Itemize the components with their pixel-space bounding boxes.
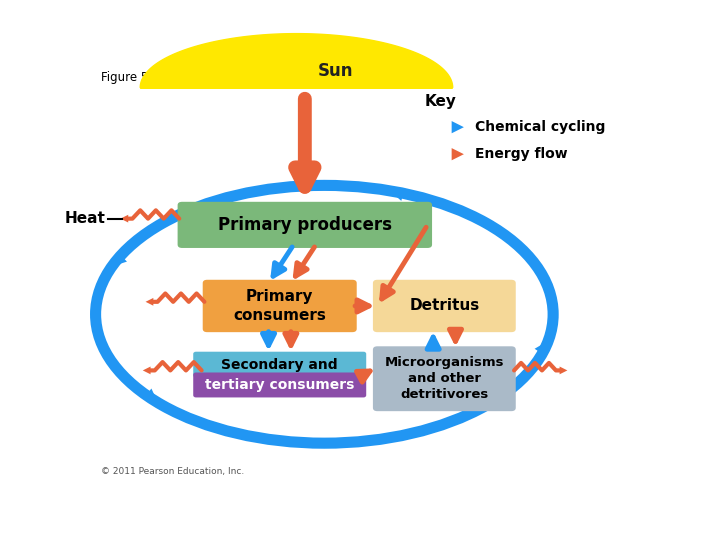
FancyBboxPatch shape xyxy=(193,352,366,377)
Polygon shape xyxy=(140,33,453,87)
Text: © 2011 Pearson Education, Inc.: © 2011 Pearson Education, Inc. xyxy=(101,468,244,476)
FancyBboxPatch shape xyxy=(193,373,366,397)
FancyBboxPatch shape xyxy=(373,346,516,411)
Text: Primary producers: Primary producers xyxy=(218,216,392,234)
Text: Detritus: Detritus xyxy=(409,299,480,313)
Text: tertiary consumers: tertiary consumers xyxy=(205,378,354,392)
Text: Primary
consumers: Primary consumers xyxy=(233,289,326,323)
Text: Secondary and: Secondary and xyxy=(222,357,338,372)
Text: Heat: Heat xyxy=(65,211,106,226)
Text: Chemical cycling: Chemical cycling xyxy=(475,120,606,134)
Text: Microorganisms
and other
detritivores: Microorganisms and other detritivores xyxy=(384,356,504,401)
FancyBboxPatch shape xyxy=(203,280,356,332)
FancyBboxPatch shape xyxy=(178,202,432,248)
Text: Figure 55.4: Figure 55.4 xyxy=(101,71,167,84)
Text: Key: Key xyxy=(425,94,456,109)
Text: Sun: Sun xyxy=(318,62,354,80)
FancyBboxPatch shape xyxy=(373,280,516,332)
Text: Energy flow: Energy flow xyxy=(475,147,567,161)
